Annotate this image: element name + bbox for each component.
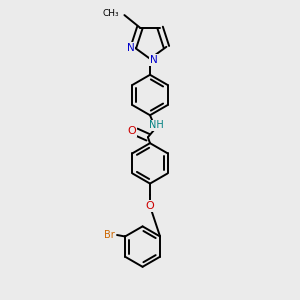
Text: NH: NH [149, 120, 164, 130]
Text: CH₃: CH₃ [102, 8, 119, 17]
Text: O: O [146, 201, 154, 211]
Text: O: O [127, 126, 136, 136]
Text: N: N [150, 55, 158, 65]
Text: Br: Br [104, 230, 115, 240]
Text: N: N [127, 43, 134, 53]
